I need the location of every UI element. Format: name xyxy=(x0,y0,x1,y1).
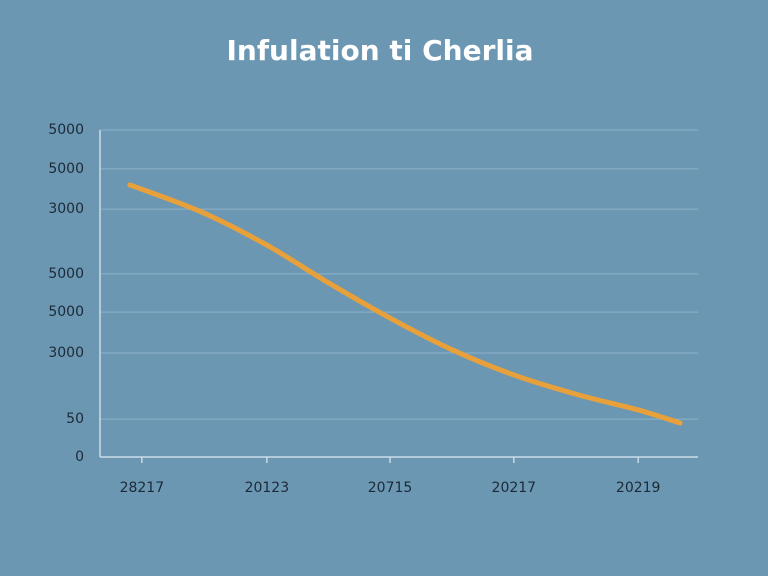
x-tick-label: 28217 xyxy=(120,480,165,496)
y-tick-label: 5000 xyxy=(48,161,84,177)
y-tick-label: 0 xyxy=(75,449,84,465)
x-tick-label: 20715 xyxy=(368,480,413,496)
y-tick-label: 5000 xyxy=(48,304,84,320)
chart-title: Infulation ti Cherlia xyxy=(227,34,534,67)
y-tick-label: 3000 xyxy=(48,201,84,217)
y-tick-label: 5000 xyxy=(48,122,84,138)
x-tick-label: 20123 xyxy=(245,480,290,496)
y-tick-label: 3000 xyxy=(48,345,84,361)
y-tick-label: 50 xyxy=(66,411,84,427)
x-tick-label: 20217 xyxy=(492,480,537,496)
x-tick-label: 20219 xyxy=(616,480,661,496)
y-tick-label: 5000 xyxy=(48,266,84,282)
line xyxy=(127,182,683,426)
